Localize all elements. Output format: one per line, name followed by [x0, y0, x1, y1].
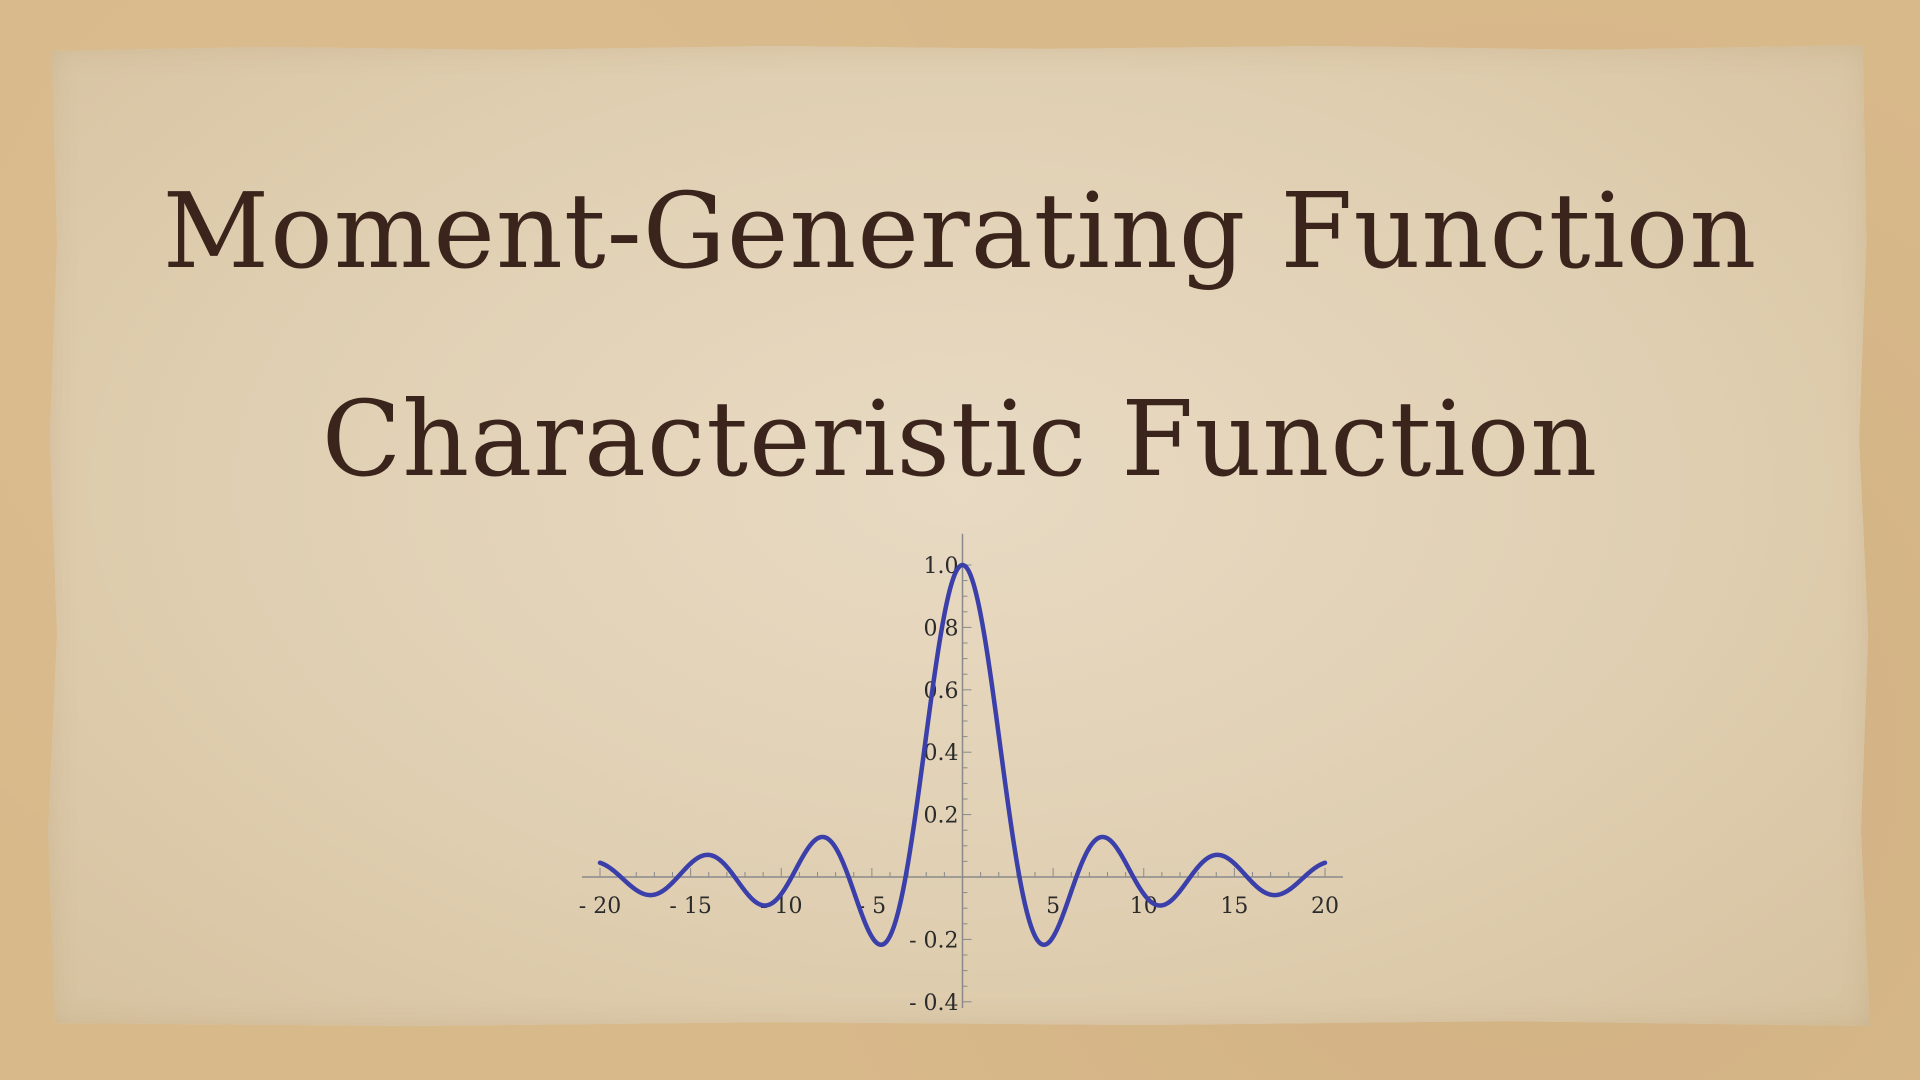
chart-tick-labels: - 20- 15- 10- 5 5 10 15 201.00.80.60.40.2- 0… — [579, 554, 1339, 1016]
chart-axes — [582, 533, 1343, 1009]
paper-background — [48, 45, 1870, 1027]
x-tick-label: - 20 — [579, 894, 621, 919]
series-line — [597, 562, 1328, 948]
x-tick-label: 15 — [1220, 894, 1248, 919]
slide-subtitle: Characteristic Function — [321, 378, 1599, 500]
y-tick-label: - 0.2 — [909, 928, 958, 953]
x-tick-label: 5 — [1046, 894, 1060, 919]
y-tick-label: 0.4 — [924, 741, 959, 766]
x-tick-label: 20 — [1311, 894, 1339, 919]
slide-title: Moment-Generating Function — [162, 170, 1758, 292]
y-tick-label: 0.2 — [924, 804, 959, 829]
x-tick-label: - 15 — [669, 894, 711, 919]
x-tick-label: 10 — [1130, 894, 1158, 919]
y-tick-label: - 0.4 — [909, 991, 958, 1016]
chart-series — [597, 562, 1328, 948]
